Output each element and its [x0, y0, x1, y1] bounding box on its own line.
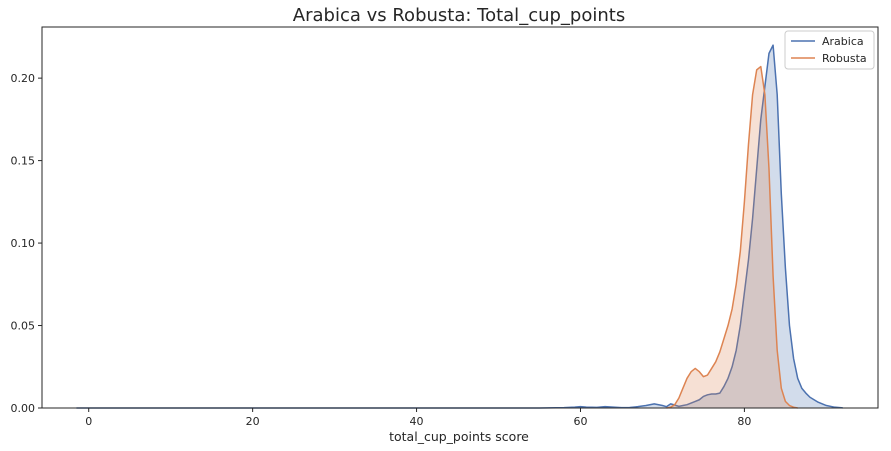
x-tick-label: 40 — [410, 415, 424, 428]
x-tick-label: 60 — [573, 415, 587, 428]
chart-title: Arabica vs Robusta: Total_cup_points — [293, 5, 625, 26]
y-tick-label: 0.15 — [11, 155, 36, 168]
x-axis: 0 20 40 60 80 — [85, 408, 751, 428]
x-tick-label: 80 — [737, 415, 751, 428]
y-tick-label: 0.00 — [11, 402, 36, 415]
density-line-robusta — [666, 65, 798, 409]
density-line-arabica — [76, 44, 843, 409]
y-tick-label: 0.05 — [11, 320, 36, 333]
y-tick-label: 0.20 — [11, 72, 36, 85]
legend-label-arabica: Arabica — [822, 35, 864, 48]
x-tick-label: 0 — [85, 415, 92, 428]
x-axis-label: total_cup_points score — [389, 429, 529, 444]
plot-frame — [41, 26, 879, 409]
y-tick-label: 0.10 — [11, 237, 36, 250]
y-axis: 0.00 0.05 0.10 0.15 0.20 — [11, 72, 42, 415]
legend: Arabica Robusta — [784, 30, 875, 70]
density-area-robusta — [666, 66, 798, 408]
plot-area — [76, 44, 843, 409]
legend-label-robusta: Robusta — [822, 52, 867, 65]
x-tick-label: 20 — [246, 415, 260, 428]
